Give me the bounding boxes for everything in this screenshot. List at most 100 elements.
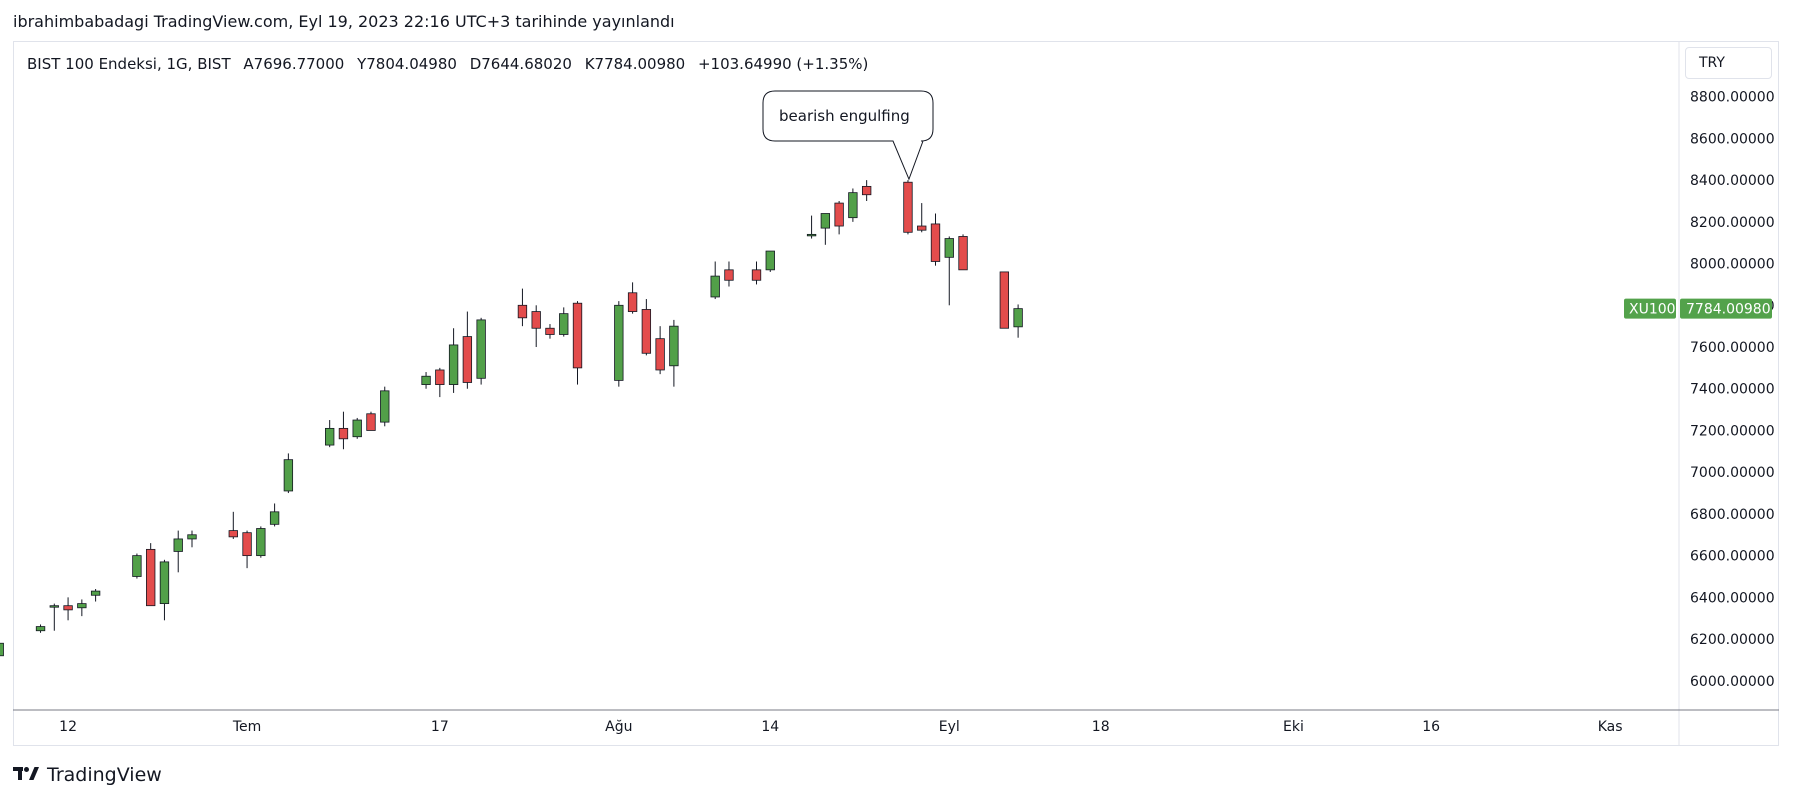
candle-body: [572, 302, 583, 369]
candle: [572, 301, 583, 385]
candle: [228, 511, 238, 539]
candle: [834, 200, 844, 235]
candle-body: [655, 338, 665, 371]
candle: [269, 503, 280, 527]
candle-body: [0, 642, 4, 657]
annotation-callout[interactable]: bearish engulfing: [762, 90, 934, 181]
candle: [517, 288, 528, 327]
candle-body: [256, 528, 266, 557]
candle: [545, 324, 555, 339]
candle-body: [806, 233, 817, 237]
candle-body: [90, 590, 101, 596]
candle: [724, 261, 734, 287]
time-tick-label: 17: [431, 719, 449, 735]
candle: [641, 299, 652, 356]
candle-body: [77, 603, 87, 609]
price-tick-label: 7400.00000: [1690, 382, 1775, 398]
candle: [325, 420, 335, 448]
candle-body: [517, 304, 528, 319]
time-axis[interactable]: 12 Tem 17 Ağu 14 Eyl 18 Eki 16 Kas: [13, 709, 1779, 735]
candle: [820, 213, 831, 245]
candle-body: [917, 225, 927, 231]
time-tick-label: Eyl: [939, 719, 960, 735]
time-tick-label: 14: [761, 719, 779, 735]
candle-body: [448, 344, 459, 385]
candle-body: [366, 413, 376, 431]
legend-high: Y7804.04980: [357, 55, 457, 73]
time-tick-label: 12: [59, 719, 77, 735]
price-tick-label: 6200.00000: [1690, 632, 1775, 648]
candle-body: [132, 555, 142, 577]
candle-body: [187, 534, 197, 540]
candle-body: [531, 311, 541, 329]
price-tick-label: 6000.00000: [1690, 674, 1775, 690]
candle-body: [765, 250, 775, 271]
candle: [159, 559, 170, 621]
price-tick-label: 6800.00000: [1690, 507, 1775, 523]
candle: [435, 367, 445, 398]
price-tick-label: 7000.00000: [1690, 465, 1775, 481]
candle: [1013, 304, 1023, 338]
legend-symbol: BIST 100 Endeksi, 1G, BIST: [27, 55, 231, 73]
candle: [256, 526, 266, 558]
price-tick-label: 8200.00000: [1690, 215, 1775, 231]
time-tick-label: Tem: [232, 719, 261, 735]
candle: [35, 624, 46, 633]
tradingview-logo[interactable]: TradingView: [13, 764, 162, 786]
candle-body: [861, 185, 872, 196]
publish-line: ibrahimbabadagi TradingView.com, Eyl 19,…: [13, 12, 675, 31]
tradingview-logo-icon: [13, 764, 39, 786]
badge-value: 7784.00980: [1686, 302, 1771, 318]
price-tick-label: 6400.00000: [1690, 590, 1775, 606]
chart-frame: [13, 41, 1779, 746]
last-price-badge: XU100 7784.00980: [1624, 298, 1772, 319]
candle-body: [146, 548, 156, 607]
candle-body: [545, 327, 555, 335]
candle: [49, 603, 59, 631]
candle-body: [627, 292, 638, 312]
candle: [958, 234, 968, 271]
price-tick-label: 8000.00000: [1690, 257, 1775, 273]
candle-body: [228, 530, 238, 538]
badge-symbol: XU100: [1629, 302, 1676, 318]
currency-button[interactable]: TRY: [1685, 47, 1772, 79]
candle-body: [421, 375, 431, 385]
candle: [352, 417, 362, 439]
candle: [903, 180, 913, 235]
candle-body: [930, 223, 941, 262]
time-tick-label: Ağu: [605, 719, 632, 735]
time-tick-label: Kas: [1598, 719, 1623, 735]
price-axis[interactable]: 6000.00000 6200.00000 6400.00000 6600.00000…: [1678, 41, 1775, 745]
candle: [0, 642, 4, 657]
candle: [421, 372, 431, 389]
candle-body: [283, 459, 294, 492]
candle: [669, 319, 679, 387]
candle: [242, 530, 252, 569]
callout-bubble[interactable]: [762, 90, 934, 181]
candle-body: [242, 532, 252, 557]
candle-body: [269, 511, 280, 525]
candle-body: [820, 213, 831, 229]
badge-value-bg: [1680, 298, 1772, 319]
candle-body: [669, 325, 679, 367]
candle: [476, 317, 486, 385]
candle-body: [614, 304, 624, 381]
candle: [448, 328, 459, 393]
candle: [627, 282, 638, 314]
ohlc-legend[interactable]: BIST 100 Endeksi, 1G, BIST A7696.77000 Y…: [27, 55, 868, 73]
candle: [559, 307, 569, 337]
candle: [930, 213, 941, 266]
price-tick-label: 7200.00000: [1690, 423, 1775, 439]
time-tick-label: 16: [1422, 719, 1440, 735]
candles-series: [0, 180, 1023, 657]
candle-body: [476, 319, 486, 379]
time-tick-label: 18: [1092, 719, 1110, 735]
candle-body: [751, 269, 762, 281]
candle-body: [1013, 308, 1023, 328]
candle-body: [559, 313, 569, 335]
candle: [366, 411, 376, 431]
candle-body: [848, 192, 858, 219]
candle-body: [63, 605, 73, 611]
candle: [765, 250, 775, 272]
